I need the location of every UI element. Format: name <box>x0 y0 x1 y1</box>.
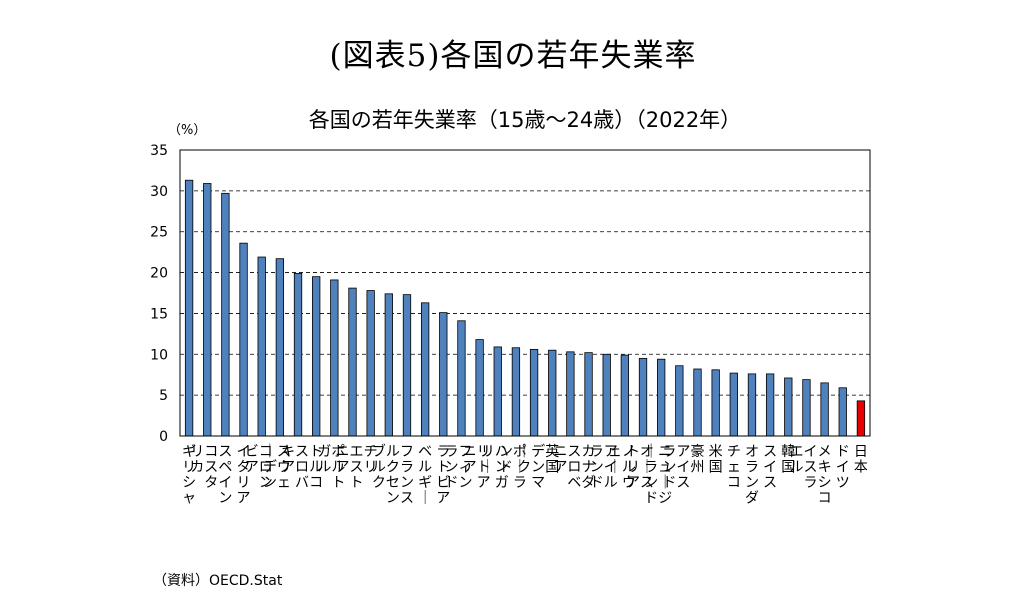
x-category-label: オランダ <box>745 444 759 507</box>
bar <box>257 256 266 437</box>
x-category-label: フィンランド <box>444 444 472 491</box>
bar <box>366 290 375 437</box>
bar <box>620 354 630 437</box>
bar <box>439 312 448 437</box>
bar <box>402 294 412 437</box>
bar <box>675 365 684 437</box>
x-category-label: デンマ｜ク <box>517 443 545 491</box>
bar <box>293 272 303 437</box>
x-category-label: スイス <box>763 444 777 491</box>
x-category-label: ポ｜ランド <box>499 444 527 491</box>
bar <box>638 357 648 437</box>
x-category-label: スロベニア <box>553 444 581 491</box>
bar <box>747 373 757 437</box>
bar <box>602 353 611 437</box>
x-category-label: ハンガリ｜ <box>481 444 509 491</box>
bar <box>802 379 811 437</box>
x-category-label: アイスランド <box>662 444 690 491</box>
bar <box>548 349 557 437</box>
bar <box>657 358 666 437</box>
bar <box>784 377 793 437</box>
x-category-label: ギリシャ <box>182 444 196 507</box>
bar <box>529 348 539 437</box>
x-category-label: カナダ <box>582 444 596 491</box>
x-category-label: ポルトガル <box>317 444 345 491</box>
x-category-label: イタリア <box>237 444 251 507</box>
x-category-label: 豪州 <box>691 444 705 476</box>
x-category-label: トルコ <box>309 444 323 491</box>
x-category-label: オ｜ストリア <box>626 444 654 491</box>
y-tick-label: 20 <box>150 266 168 282</box>
x-category-label: リトアニア <box>463 444 491 491</box>
y-axis-tick-labels: 0 5 10 15 20 25 30 35 <box>150 143 168 445</box>
bar <box>348 287 357 437</box>
bar <box>312 276 321 437</box>
x-category-label: イスラエル <box>789 444 817 491</box>
x-category-label: アイルランド <box>590 444 618 491</box>
y-tick-label: 15 <box>150 306 168 322</box>
x-category-label: ドイツ <box>836 444 850 491</box>
bar <box>584 352 593 437</box>
x-category-label: 日本 <box>854 444 868 476</box>
x-category-label: ルクセンブルク <box>372 443 400 507</box>
y-tick-label: 30 <box>150 184 168 200</box>
y-tick-label: 5 <box>159 388 168 404</box>
y-axis-unit-label: （%） <box>168 123 207 138</box>
page-title: (図表5)各国の若年失業率 <box>329 38 697 74</box>
x-axis-category-labels: ギリシャコスタリカスペインイタリアコロンビアスウェ｜デンスロバキアトルコポルトガ… <box>182 443 868 507</box>
source-note: （資料）OECD.Stat <box>153 573 283 589</box>
x-category-label: 韓国 <box>781 444 795 476</box>
x-category-label: コスタリカ <box>190 444 218 491</box>
bar <box>457 320 466 437</box>
x-category-label: スウェ｜デン <box>263 444 291 491</box>
bar <box>184 179 194 437</box>
bar <box>693 368 702 437</box>
bar <box>221 192 230 437</box>
bar <box>765 373 775 437</box>
bar <box>475 339 484 437</box>
bar <box>275 258 285 437</box>
y-tick-label: 0 <box>159 429 168 445</box>
plot-area-frame <box>179 149 871 437</box>
x-category-label: コロンビア <box>245 444 273 491</box>
x-category-label: ラトビア <box>436 444 450 507</box>
bar <box>566 351 575 437</box>
bar <box>420 302 430 437</box>
x-category-label: エストニア <box>336 444 364 491</box>
bar <box>330 279 339 437</box>
x-category-label: メキシコ <box>818 444 832 507</box>
x-category-label: チリ <box>364 444 378 476</box>
bar <box>384 293 393 437</box>
x-category-label: ベルギ｜ <box>418 444 432 507</box>
x-category-label: スペイン <box>218 444 232 507</box>
x-category-label: 米国 <box>709 444 723 476</box>
bar <box>838 387 847 437</box>
x-category-label: ニュ｜ジ｜ランド <box>644 444 672 507</box>
x-category-label: スロバキア <box>281 444 309 491</box>
y-tick-label: 35 <box>150 143 168 159</box>
bar-highlighted <box>856 400 866 437</box>
bar <box>493 346 502 437</box>
x-category-label: フランス <box>400 444 414 507</box>
y-tick-label: 25 <box>150 225 168 241</box>
bar <box>511 347 521 437</box>
bar <box>711 369 720 437</box>
x-category-label: チェコ <box>727 444 741 491</box>
bars <box>184 179 866 437</box>
y-tick-label: 10 <box>150 347 168 363</box>
bar <box>239 242 248 437</box>
x-category-label: ノルウェ｜ <box>608 444 636 491</box>
bar <box>729 372 738 437</box>
x-category-label: 英国 <box>545 443 559 476</box>
bar <box>203 183 212 437</box>
bar <box>820 382 829 437</box>
chart-title: 各国の若年失業率（15歳～24歳）（2022年） <box>308 108 742 132</box>
